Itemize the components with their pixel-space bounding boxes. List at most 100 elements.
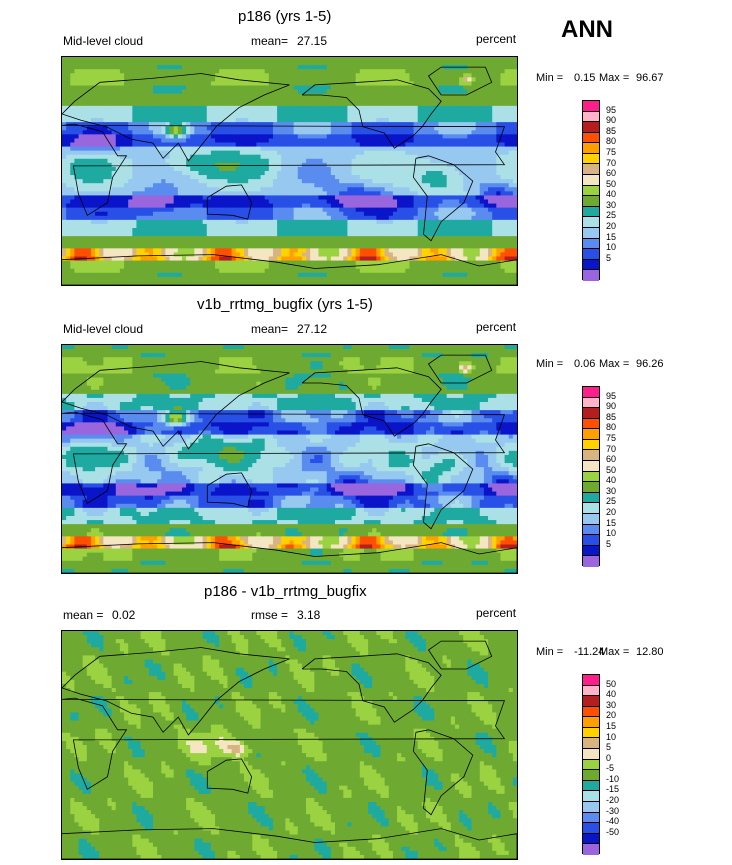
- field-cell: [454, 73, 460, 78]
- field-cell: [239, 134, 245, 140]
- field-cell: [235, 219, 241, 225]
- field-cell: [95, 97, 100, 103]
- field-cell: [372, 109, 377, 115]
- field-cell: [157, 134, 162, 140]
- field-cell: [409, 65, 415, 70]
- field-cell: [463, 187, 468, 192]
- field-cell: [252, 183, 258, 188]
- field-cell: [409, 61, 415, 66]
- field-cell: [252, 207, 258, 213]
- field-cell: [99, 195, 104, 201]
- field-cell: [326, 122, 332, 127]
- field-cell: [330, 97, 336, 103]
- field-cell: [330, 179, 336, 184]
- field-cell: [144, 203, 150, 209]
- field-cell: [322, 191, 328, 197]
- field-cell: [128, 154, 133, 160]
- field-cell: [504, 187, 510, 192]
- field-cell: [210, 134, 216, 140]
- field-cell: [421, 215, 427, 221]
- field-cell: [219, 207, 224, 213]
- field-cell: [82, 101, 88, 107]
- field-cell: [459, 223, 464, 229]
- field-cell: [355, 236, 361, 241]
- field-cell: [330, 73, 336, 78]
- field-cell: [372, 97, 377, 103]
- field-cell: [297, 203, 303, 209]
- field-cell: [186, 203, 191, 209]
- field-cell: [95, 85, 100, 91]
- field-cell: [136, 236, 142, 241]
- field-cell: [239, 207, 245, 213]
- field-cell: [426, 105, 431, 111]
- field-cell: [508, 171, 514, 176]
- field-cell: [479, 138, 485, 144]
- field-cell: [95, 118, 100, 123]
- field-cell: [397, 223, 402, 229]
- field-cell: [136, 126, 142, 131]
- field-cell: [86, 93, 92, 99]
- field-cell: [359, 166, 365, 172]
- field-cell: [372, 69, 377, 74]
- field-cell: [388, 150, 394, 156]
- field-cell: [248, 114, 253, 119]
- field-cell: [227, 61, 233, 66]
- field-cell: [446, 150, 452, 156]
- field-cell: [264, 183, 270, 188]
- field-cell: [500, 146, 506, 152]
- field-cell: [318, 85, 324, 91]
- field-cell: [368, 211, 373, 217]
- field-cell: [347, 236, 353, 241]
- field-cell: [330, 134, 336, 140]
- field-cell: [335, 211, 340, 217]
- field-cell: [231, 232, 237, 237]
- field-cell: [430, 138, 435, 144]
- field-cell: [281, 223, 286, 229]
- field-cell: [210, 203, 216, 209]
- field-cell: [169, 73, 175, 78]
- field-cell: [281, 179, 286, 184]
- field-cell: [372, 146, 377, 152]
- field-cell: [206, 232, 212, 237]
- field-cell: [467, 215, 473, 221]
- field-cell: [322, 232, 328, 237]
- field-cell: [285, 207, 291, 213]
- field-cell: [330, 166, 336, 172]
- field-cell: [62, 191, 67, 197]
- field-cell: [148, 81, 154, 87]
- field-cell: [401, 122, 406, 127]
- field-cell: [293, 93, 299, 99]
- field-cell: [95, 211, 100, 217]
- field-cell: [442, 101, 448, 107]
- field-cell: [74, 240, 80, 245]
- field-cell: [413, 122, 419, 127]
- field-cell: [157, 158, 162, 164]
- field-cell: [181, 207, 187, 213]
- field-cell: [454, 187, 460, 192]
- field-cell: [446, 134, 452, 140]
- field-cell: [434, 138, 440, 144]
- field-cell: [314, 191, 320, 197]
- field-cell: [339, 211, 344, 217]
- field-cell: [198, 101, 204, 107]
- field-cell: [467, 77, 473, 83]
- field-cell: [380, 93, 386, 99]
- field-cell: [301, 81, 307, 87]
- field-cell: [95, 154, 100, 160]
- field-cell: [90, 118, 96, 123]
- field-cell: [161, 101, 167, 107]
- field-cell: [165, 207, 171, 213]
- field-cell: [339, 142, 344, 148]
- field-cell: [239, 171, 245, 176]
- field-cell: [479, 89, 485, 95]
- field-cell: [397, 114, 402, 119]
- field-cell: [434, 118, 440, 123]
- field-cell: [306, 158, 311, 164]
- field-cell: [343, 223, 349, 229]
- field-cell: [500, 232, 506, 237]
- field-cell: [409, 77, 415, 83]
- field-cell: [446, 122, 452, 127]
- field-cell: [397, 232, 402, 237]
- field-cell: [66, 89, 71, 95]
- field-cell: [235, 154, 241, 160]
